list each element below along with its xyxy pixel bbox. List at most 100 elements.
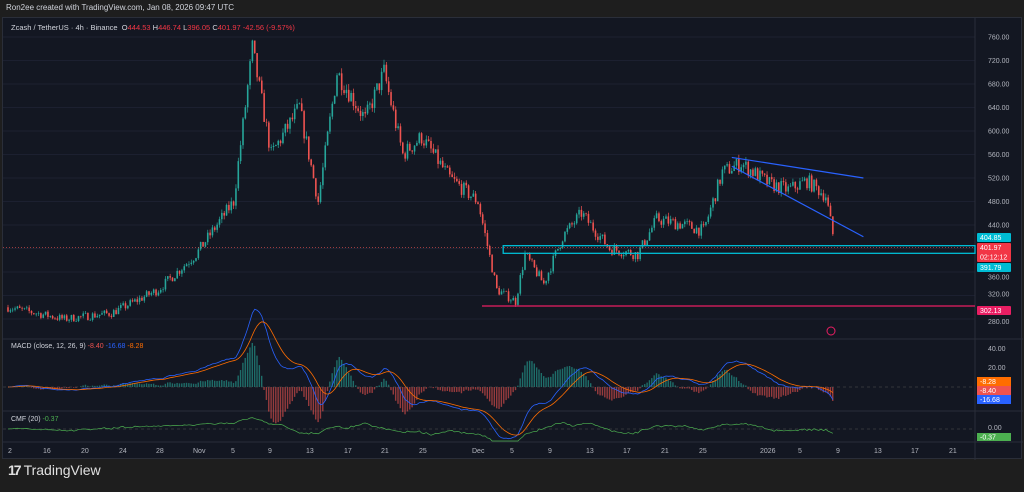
macd-histogram-bar: [644, 384, 646, 387]
macd-histogram-bar: [533, 363, 535, 387]
macd-histogram-bar: [249, 347, 251, 387]
macd-histogram-bar: [731, 375, 733, 387]
chart-svg[interactable]: 760.00720.00680.00640.00600.00560.00520.…: [3, 18, 1023, 460]
candle-body: [707, 216, 710, 222]
candle-body: [188, 263, 190, 265]
candle-body: [503, 290, 505, 292]
candle-body: [152, 289, 155, 293]
signal-line: [7, 321, 834, 436]
candle-body: [446, 166, 449, 168]
macd-histogram-bar: [444, 387, 446, 392]
macd-histogram-bar: [622, 387, 625, 397]
macd-histogram-bar: [225, 380, 228, 387]
candle-body: [371, 103, 374, 109]
macd-histogram-bar: [545, 377, 547, 387]
candle-body: [712, 198, 714, 208]
macd-histogram-bar: [253, 345, 256, 387]
candle-body: [756, 168, 759, 181]
candle-body: [171, 277, 174, 282]
macd-histogram-bar: [263, 387, 265, 390]
macd-histogram-bar: [507, 387, 510, 399]
macd-histogram-bar: [61, 387, 63, 389]
macd-histogram-bar: [406, 387, 409, 412]
candle-body: [310, 159, 312, 166]
candle-body: [230, 201, 233, 211]
candle-body: [73, 314, 75, 322]
chart-panel[interactable]: 760.00 720.00 680.00 640.00 600.00 560.00 520.…: [2, 17, 1023, 460]
macd-histogram-bar: [402, 387, 404, 413]
macd-histogram-bar: [514, 387, 517, 391]
candle-body: [766, 174, 768, 185]
macd-histogram-bar: [300, 387, 303, 392]
macd-histogram-bar: [376, 386, 378, 387]
candle-body: [362, 112, 364, 117]
candle-body: [70, 314, 73, 320]
candle-body: [775, 182, 778, 192]
candle-body: [359, 110, 362, 117]
macd-histogram-bar: [472, 387, 474, 390]
macd-histogram-bar: [242, 362, 244, 387]
macd-histogram-bar: [369, 387, 371, 393]
low-value: 396.05: [187, 23, 211, 32]
candle-body: [58, 315, 61, 320]
macd-histogram-bar: [296, 387, 298, 394]
macd-histogram-bar: [754, 387, 756, 394]
price-tick: 480.00: [988, 199, 1010, 206]
change-value: -42.56 (-9.57%): [242, 23, 295, 32]
candle-body: [716, 179, 719, 202]
macd-histogram-bar: [672, 382, 674, 387]
macd-histogram-bar: [686, 387, 688, 389]
time-tick: 13: [586, 448, 594, 455]
candle-body: [486, 233, 489, 247]
macd-histogram-bar: [474, 387, 477, 390]
candle-body: [702, 224, 705, 226]
candle-body: [813, 179, 815, 192]
macd-histogram-bar: [550, 376, 552, 387]
macd-histogram-bar: [639, 387, 641, 389]
macd-histogram-bar: [89, 386, 91, 387]
candle-body: [35, 313, 37, 315]
candle-body: [174, 278, 176, 282]
macd-histogram-bar: [305, 387, 308, 400]
tradingview-logo[interactable]: 17 TradingView: [8, 462, 101, 478]
macd-histogram-bar: [56, 387, 58, 390]
price-tick: 600.00: [988, 129, 1010, 136]
candle-body: [456, 178, 458, 182]
macd-histogram-bar: [780, 387, 782, 397]
macd-histogram-bar: [211, 379, 214, 387]
candle-body: [347, 89, 350, 102]
candle-body: [465, 182, 468, 186]
candle-body: [11, 309, 14, 311]
macd-histogram-bar: [221, 380, 223, 387]
time-tick: 2: [8, 448, 12, 455]
macd-histogram-bar: [526, 361, 528, 387]
candle-body: [51, 315, 54, 319]
macd-histogram-bar: [498, 387, 500, 409]
candle-body: [573, 223, 576, 225]
candle-body: [651, 227, 653, 233]
macd-histogram-bar: [117, 384, 120, 387]
macd-histogram-bar: [80, 386, 82, 387]
macd-histogram-bar: [176, 382, 178, 387]
candle-body: [105, 310, 108, 314]
cmf-line: [7, 417, 833, 442]
macd-histogram-bar: [752, 387, 754, 394]
high-value: 446.74: [158, 23, 182, 32]
macd-histogram-bar: [303, 387, 305, 397]
candle-body: [618, 250, 620, 255]
macd-histogram-bar: [340, 359, 343, 387]
candle-body: [547, 272, 550, 281]
macd-histogram-bar: [385, 380, 387, 387]
candle-body: [597, 236, 599, 240]
macd-histogram-bar: [745, 385, 747, 387]
macd-histogram-bar: [362, 387, 364, 394]
macd-histogram-bar: [634, 387, 637, 391]
candle-body: [561, 241, 564, 248]
candle-body: [272, 145, 275, 148]
price-tick: 360.00: [988, 275, 1010, 282]
candle-body: [366, 104, 369, 114]
macd-histogram-bar: [258, 365, 261, 387]
candle-body: [420, 133, 423, 144]
candle-body: [305, 136, 308, 139]
candle-body: [568, 223, 571, 229]
